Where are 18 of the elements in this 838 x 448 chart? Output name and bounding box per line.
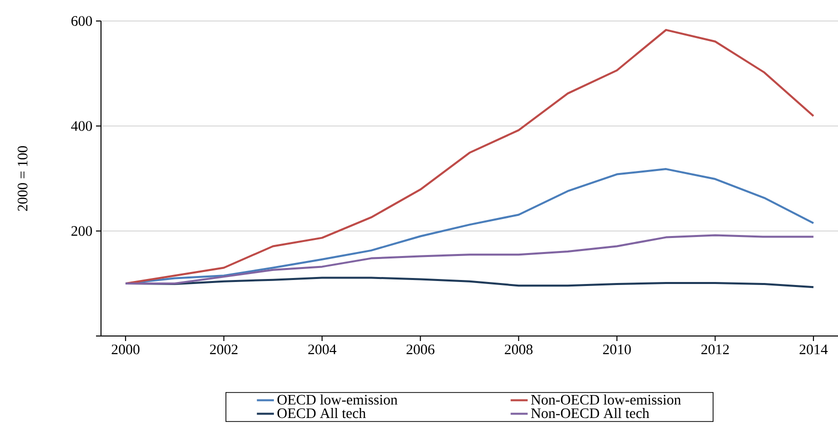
x-tick-label: 2006 (406, 344, 434, 354)
x-tick-label: 2000 (112, 344, 140, 354)
y-tick-label: 400 (71, 121, 92, 131)
x-tick-label: 2012 (701, 344, 729, 354)
line-series (124, 234, 814, 284)
y-axis-title: 2000 = 100 (18, 146, 28, 211)
legend-label: Non-OECD All tech (531, 408, 650, 418)
y-tick-label: 600 (71, 16, 92, 26)
x-tick-label: 2008 (504, 344, 533, 354)
y-tick-label: 200 (71, 226, 92, 236)
x-tick-label: 2004 (308, 344, 336, 354)
x-tick-label: 2014 (800, 344, 828, 354)
legend-label: OECD All tech (277, 408, 366, 418)
line-series (124, 28, 814, 284)
legend-label: OECD low-emission (277, 394, 398, 405)
legend-label: Non-OECD low-emission (531, 394, 681, 405)
x-tick-label: 2010 (603, 344, 631, 354)
x-tick-label: 2002 (210, 344, 238, 354)
